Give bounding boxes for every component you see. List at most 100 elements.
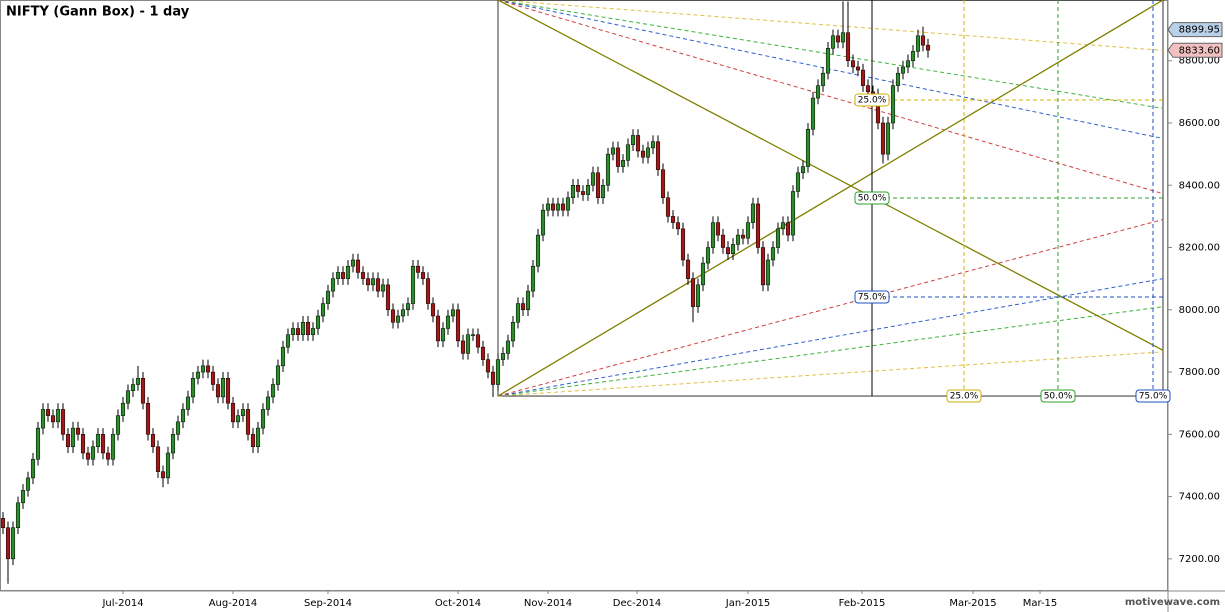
candle-body	[840, 32, 846, 43]
candle-body	[230, 402, 236, 423]
price-marker	[1167, 42, 1223, 58]
candle-body	[395, 315, 401, 323]
candle-body	[820, 72, 826, 86]
candle-body	[170, 434, 176, 454]
candle-body	[175, 421, 181, 435]
candle-body	[280, 346, 286, 367]
level-label-box	[854, 290, 890, 304]
y-tick-label: 7600.00	[1179, 429, 1220, 440]
candle-body	[135, 378, 141, 385]
candle-body	[670, 216, 676, 223]
candle-body	[620, 160, 626, 167]
candle-body	[330, 278, 336, 292]
level-label: 75.0%	[1139, 392, 1168, 402]
candle-body	[400, 309, 406, 317]
candle-body	[695, 284, 701, 307]
gann-fan	[497, 351, 1164, 397]
candle-body	[435, 315, 441, 342]
candle-body	[815, 85, 821, 99]
candle-body	[15, 502, 21, 528]
watermark: motivewave.com	[1125, 597, 1220, 608]
level-label-box	[854, 191, 890, 205]
candle-body	[900, 66, 906, 74]
candle-body	[595, 172, 601, 198]
candle-body	[120, 402, 126, 416]
candle-body	[905, 60, 911, 68]
x-tick-label: Nov-2014	[524, 598, 572, 609]
candle-body	[100, 434, 106, 454]
gann-diagonal	[497, 0, 1164, 351]
candle-body	[290, 328, 296, 335]
candle-body	[35, 427, 41, 460]
x-tick-label: Mar-15	[1023, 598, 1058, 609]
y-tick-label: 8000.00	[1179, 305, 1220, 316]
candle-body	[60, 409, 66, 435]
candle-body	[75, 427, 81, 435]
candle-body	[325, 290, 331, 304]
candle-body	[710, 222, 716, 248]
candle-body	[615, 147, 621, 167]
candle-body	[705, 247, 711, 264]
candle-body	[200, 365, 206, 373]
y-tick-label: 8600.00	[1179, 118, 1220, 129]
candle-body	[685, 259, 691, 279]
candle-body	[410, 265, 416, 304]
candle-body	[275, 365, 281, 385]
candle-body	[385, 284, 391, 311]
candle-body	[240, 409, 246, 416]
candle-body	[675, 222, 681, 230]
candle-body	[390, 309, 396, 323]
candle-body	[765, 259, 771, 286]
candle-body	[605, 153, 611, 186]
candle-body	[210, 371, 216, 385]
level-label-box	[1040, 389, 1076, 403]
x-tick-label: Jan-2015	[725, 598, 770, 609]
candle-body	[360, 272, 366, 279]
candle-body	[750, 203, 756, 223]
candle-body	[650, 141, 656, 149]
candle-body	[780, 222, 786, 230]
candle-body	[520, 303, 526, 311]
candle-body	[690, 278, 696, 307]
candle-body	[535, 234, 541, 267]
candle-body	[720, 234, 726, 248]
level-label-box	[946, 389, 982, 403]
candle-body	[515, 303, 521, 323]
level-label-box	[1135, 389, 1171, 403]
candle-body	[915, 35, 921, 52]
candle-body	[380, 284, 386, 292]
candle-body	[545, 203, 551, 211]
y-tick-label: 8800.00	[1179, 56, 1220, 67]
candle-body	[430, 303, 436, 317]
candle-body	[775, 228, 781, 248]
candle-body	[550, 203, 556, 211]
gann-fan	[497, 0, 1164, 51]
candle-body	[90, 446, 96, 460]
candle-body	[770, 247, 776, 261]
candle-body	[925, 44, 931, 51]
candle-body	[205, 365, 211, 373]
y-tick-label: 8400.00	[1179, 180, 1220, 191]
candle-body	[910, 51, 916, 61]
candle-body	[475, 334, 481, 348]
candle-body	[540, 209, 546, 236]
x-tick-label: Mar-2015	[949, 598, 996, 609]
candle-body	[895, 72, 901, 86]
candle-body	[835, 35, 841, 43]
level-label-box	[854, 93, 890, 107]
candle-body	[185, 396, 191, 410]
candle-body	[300, 321, 306, 335]
candle-body	[865, 85, 871, 93]
candle-body	[140, 378, 146, 404]
candle-body	[860, 69, 866, 86]
candle-body	[340, 272, 346, 279]
candle-body	[405, 303, 411, 311]
candle-body	[460, 340, 466, 354]
price-marker	[1167, 22, 1223, 38]
level-label: 75.0%	[858, 293, 887, 303]
candle-body	[560, 203, 566, 211]
level-label: 25.0%	[858, 95, 887, 105]
candle-body	[70, 427, 76, 448]
price-marker-label: 8899.95	[1179, 25, 1220, 36]
candle-body	[320, 303, 326, 317]
